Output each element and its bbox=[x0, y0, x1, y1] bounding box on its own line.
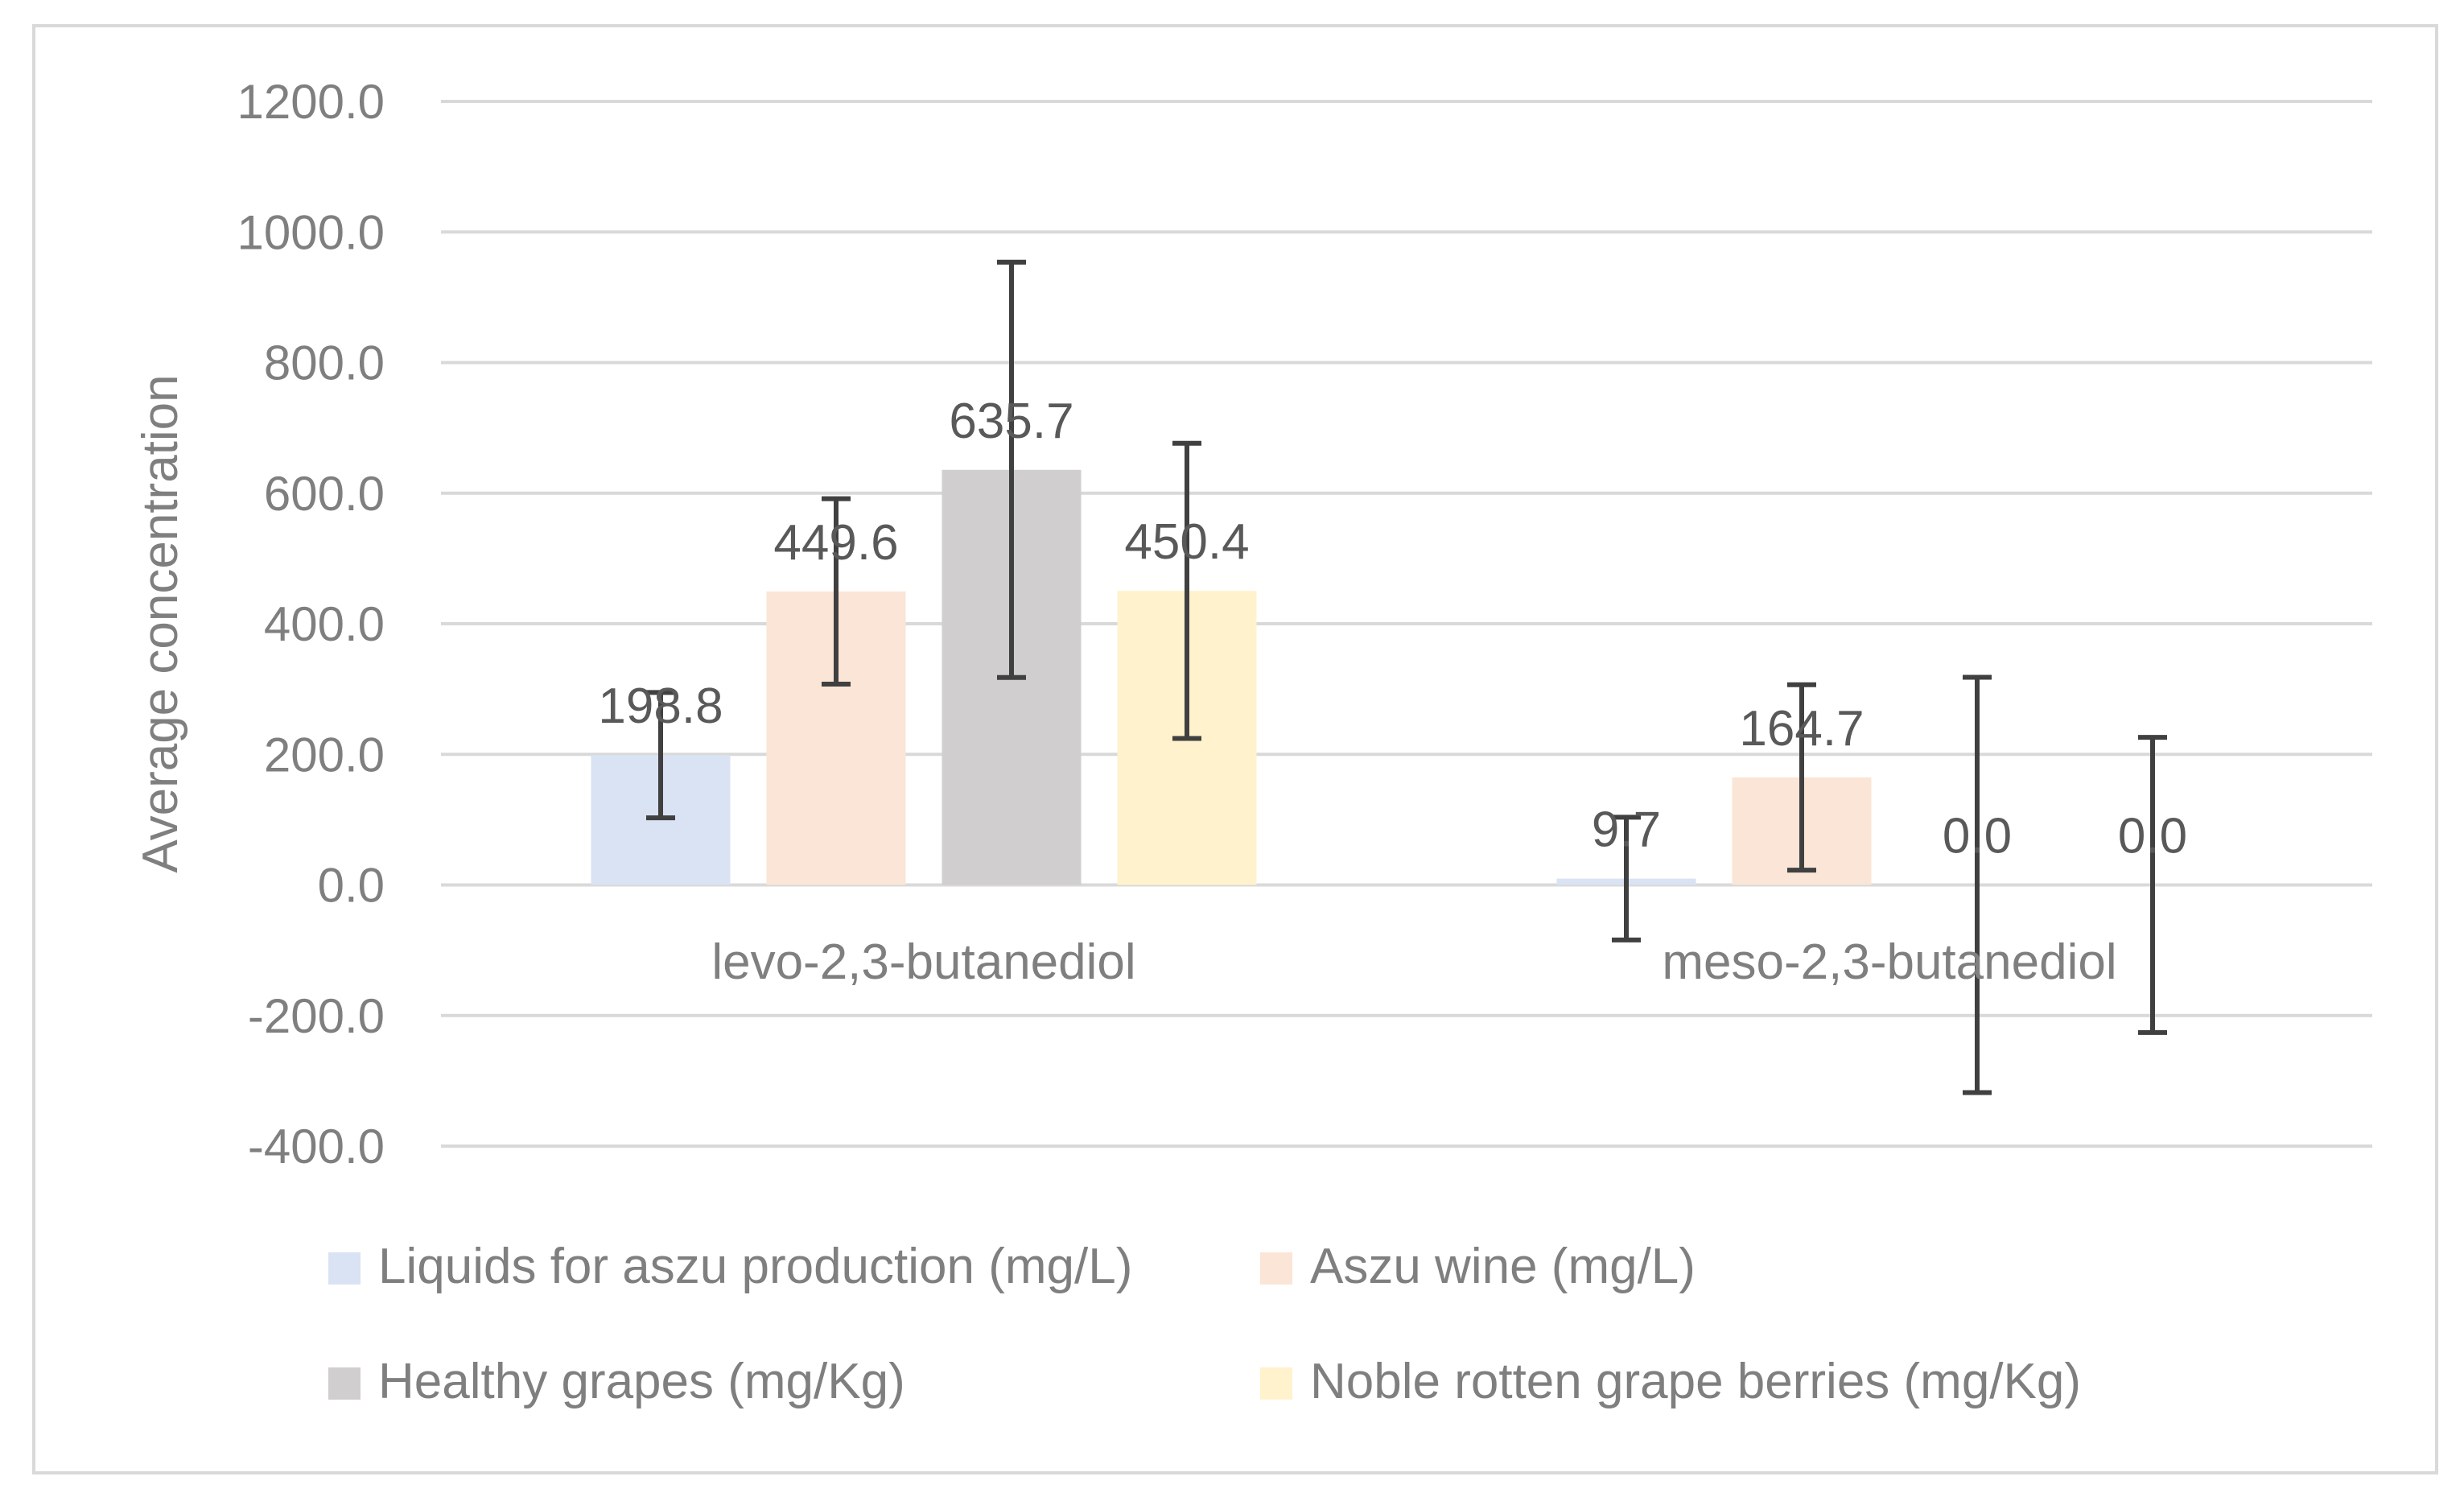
category-labels: levo-2,3-butanediol meso-2,3-butanediol bbox=[711, 934, 2116, 990]
legend-item: Noble rotten grape berries (mg/Kg) bbox=[1260, 1354, 2081, 1409]
y-tick-label: 400.0 bbox=[264, 597, 385, 651]
data-label: 198.8 bbox=[598, 678, 723, 734]
legend-item: Aszu wine (mg/L) bbox=[1260, 1239, 1696, 1294]
y-tick-label: 800.0 bbox=[264, 336, 385, 390]
y-tick-label: 1000.0 bbox=[237, 205, 385, 259]
error-bar bbox=[1963, 674, 1992, 1095]
y-tick-label: 200.0 bbox=[264, 728, 385, 782]
data-label: 9.7 bbox=[1592, 802, 1661, 858]
chart-frame bbox=[32, 24, 2438, 1474]
legend-swatch bbox=[1260, 1252, 1292, 1285]
legend: Liquids for aszu production (mg/L) Aszu w… bbox=[328, 1239, 2081, 1409]
y-tick-label: 0.0 bbox=[318, 859, 385, 913]
category-label: meso-2,3-butanediol bbox=[1662, 934, 2116, 990]
data-label: 635.7 bbox=[949, 394, 1073, 449]
y-axis-title: Average concentration bbox=[133, 374, 188, 872]
error-bars bbox=[646, 259, 2167, 1095]
legend-swatch bbox=[1260, 1367, 1292, 1400]
data-label: 450.4 bbox=[1124, 514, 1249, 570]
category-label: levo-2,3-butanediol bbox=[711, 934, 1135, 990]
data-label: 449.6 bbox=[773, 515, 898, 571]
legend-item: Liquids for aszu production (mg/L) bbox=[328, 1239, 1132, 1294]
y-tick-label: 1200.0 bbox=[237, 75, 385, 129]
error-bar bbox=[997, 259, 1026, 680]
data-label: 0.0 bbox=[1943, 809, 2012, 864]
error-bar bbox=[2138, 735, 2167, 1035]
error-bar bbox=[822, 496, 851, 687]
error-bar bbox=[1612, 815, 1641, 942]
data-label: 0.0 bbox=[2118, 809, 2187, 864]
y-axis-ticks: 1200.0 1000.0 800.0 600.0 400.0 200.0 0.0 -200.… bbox=[237, 75, 385, 1173]
legend-label: Aszu wine (mg/L) bbox=[1310, 1239, 1696, 1294]
legend-label: Liquids for aszu production (mg/L) bbox=[378, 1239, 1132, 1294]
data-labels: 198.8 449.6 635.7 450.4 9.7 164.7 0.0 0.0 bbox=[598, 394, 2187, 864]
legend-swatch bbox=[328, 1367, 361, 1400]
y-tick-label: 600.0 bbox=[264, 467, 385, 521]
legend-item: Healthy grapes (mg/Kg) bbox=[328, 1354, 905, 1409]
y-tick-label: -200.0 bbox=[248, 989, 385, 1043]
legend-label: Healthy grapes (mg/Kg) bbox=[378, 1354, 905, 1409]
legend-swatch bbox=[328, 1252, 361, 1285]
data-label: 164.7 bbox=[1739, 701, 1864, 757]
error-bar bbox=[1172, 440, 1201, 741]
error-bar bbox=[646, 690, 675, 821]
error-bar bbox=[1787, 682, 1816, 873]
gridlines bbox=[441, 100, 2372, 1148]
legend-label: Noble rotten grape berries (mg/Kg) bbox=[1310, 1354, 2081, 1409]
y-tick-label: -400.0 bbox=[248, 1120, 385, 1173]
